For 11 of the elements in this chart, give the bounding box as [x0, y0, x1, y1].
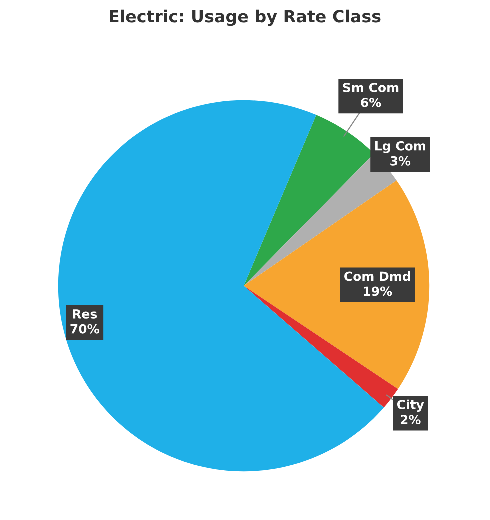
data-label: 3%: [390, 156, 411, 166]
data-label: 70%: [70, 324, 100, 334]
data-label: 2%: [400, 415, 421, 425]
slice-label: Res: [73, 310, 98, 319]
slice-label: Lg Com: [376, 141, 426, 154]
slice-label: City: [397, 400, 424, 412]
data-label: 6%: [361, 98, 382, 108]
chart-title: Electric: Usage by Rate Class: [110, 10, 381, 26]
slice-label: Com Dmd: [344, 272, 410, 282]
data-label: 19%: [364, 286, 392, 296]
slice-label: Sm Com: [343, 82, 399, 92]
